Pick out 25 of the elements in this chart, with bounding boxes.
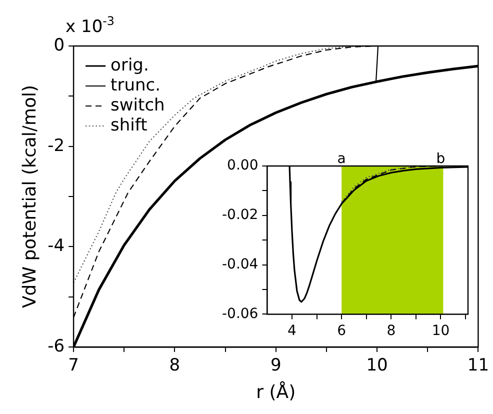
y-tick-label: -0.02 — [222, 207, 258, 224]
y-tick-label: -6 — [48, 336, 65, 356]
x-tick-label: 11 — [467, 356, 490, 376]
x-tick-label: 7 — [68, 356, 79, 376]
y-tick-label: -0.06 — [222, 306, 258, 322]
legend-label: orig. — [110, 55, 149, 76]
y-tick-label: 0 — [54, 35, 65, 56]
legend-label: trunc. — [110, 75, 161, 96]
y-tick-label: -2 — [48, 136, 65, 156]
x-tick-label: 9 — [270, 356, 282, 376]
y-axis-title: VdW potential (kcal/mol) — [19, 84, 40, 308]
legend-label: shift — [110, 115, 148, 136]
x-tick-label: 10 — [366, 356, 388, 376]
x-tick-label: 8 — [386, 323, 396, 340]
y-tick-label: -4 — [48, 236, 65, 256]
y-tick-label: 0.00 — [227, 158, 258, 174]
x-tick-label: 4 — [288, 323, 297, 340]
y-tick-label: -0.04 — [222, 256, 258, 272]
x-tick-label: 10 — [432, 323, 450, 340]
x-tick-label: 6 — [337, 323, 346, 340]
legend-label: switch — [110, 95, 165, 116]
x-axis-title: r (Å) — [256, 380, 296, 403]
annotation: a — [337, 151, 346, 167]
annotation: b — [436, 151, 446, 167]
x-tick-label: 8 — [169, 356, 180, 376]
